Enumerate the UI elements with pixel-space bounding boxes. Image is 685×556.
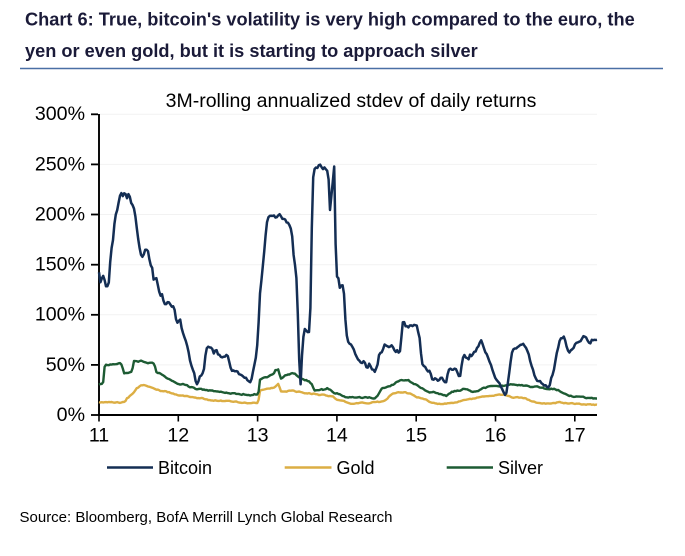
svg-text:Bitcoin: Bitcoin	[158, 458, 212, 478]
svg-text:11: 11	[89, 425, 109, 447]
svg-text:100%: 100%	[35, 304, 85, 326]
svg-text:12: 12	[167, 425, 189, 447]
svg-text:150%: 150%	[35, 254, 85, 276]
svg-text:300%: 300%	[35, 103, 85, 125]
svg-text:50%: 50%	[46, 354, 85, 376]
svg-text:Chart 6: True, bitcoin's volat: Chart 6: True, bitcoin's volatility is v…	[25, 10, 635, 30]
svg-text:3M-rolling annualized stdev of: 3M-rolling annualized stdev of daily ret…	[166, 90, 537, 112]
svg-text:14: 14	[326, 425, 348, 447]
svg-text:16: 16	[485, 425, 507, 447]
svg-text:17: 17	[564, 425, 586, 447]
svg-text:0%: 0%	[57, 404, 85, 426]
svg-text:Gold: Gold	[337, 458, 375, 478]
svg-text:Source: Bloomberg, BofA Merril: Source: Bloomberg, BofA Merrill Lynch Gl…	[20, 509, 393, 526]
svg-text:Silver: Silver	[498, 458, 543, 478]
svg-text:13: 13	[247, 425, 269, 447]
svg-text:yen or even gold, but it is st: yen or even gold, but it is starting to …	[25, 41, 478, 61]
svg-text:15: 15	[405, 425, 427, 447]
svg-text:250%: 250%	[35, 153, 85, 175]
svg-text:200%: 200%	[35, 203, 85, 225]
